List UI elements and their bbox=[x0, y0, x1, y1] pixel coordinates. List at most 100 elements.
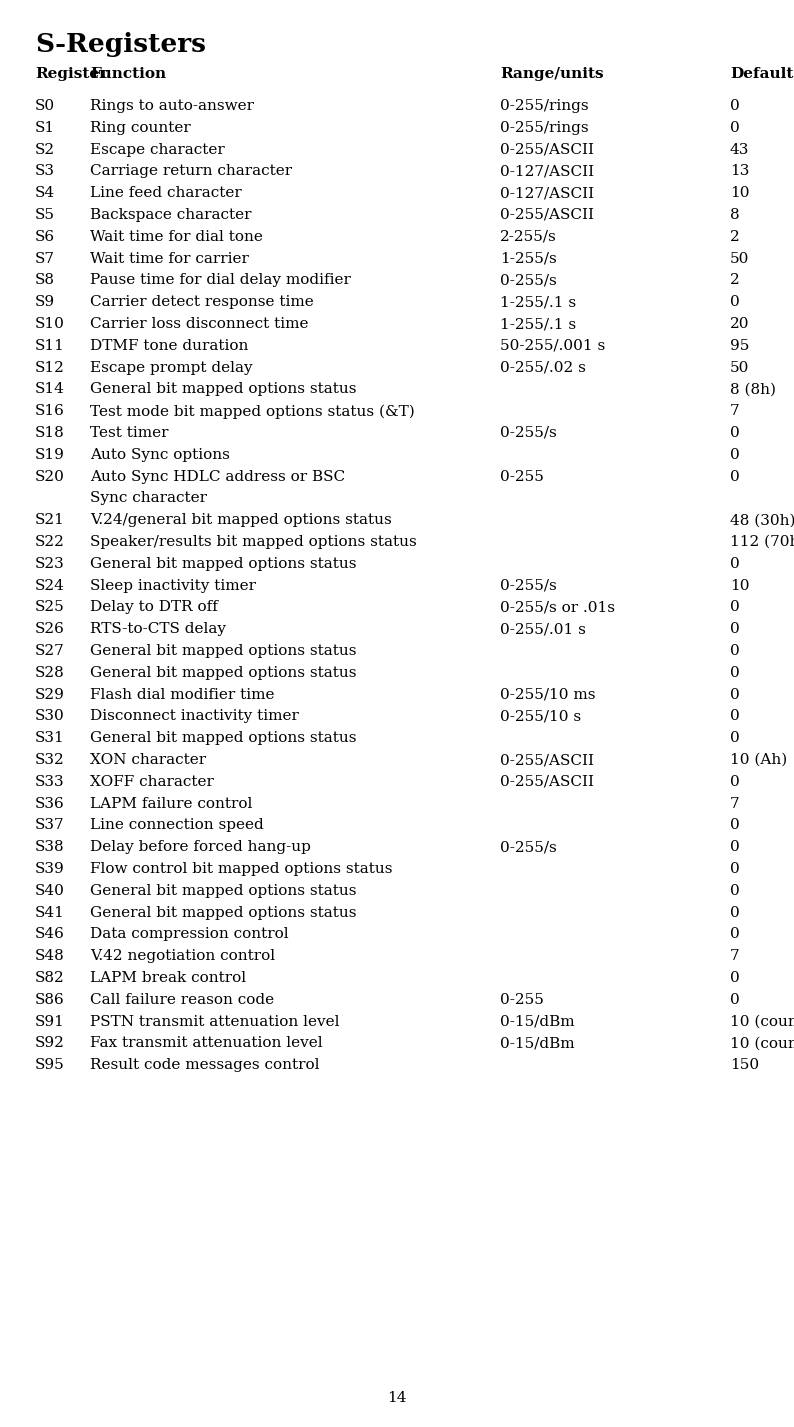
Text: Range/units: Range/units bbox=[500, 67, 603, 81]
Text: Escape character: Escape character bbox=[90, 143, 225, 157]
Text: S23: S23 bbox=[35, 557, 65, 571]
Text: Carriage return character: Carriage return character bbox=[90, 164, 292, 178]
Text: 0: 0 bbox=[730, 121, 740, 134]
Text: 95: 95 bbox=[730, 338, 750, 352]
Text: S16: S16 bbox=[35, 404, 65, 418]
Text: 0: 0 bbox=[730, 601, 740, 615]
Text: Carrier detect response time: Carrier detect response time bbox=[90, 295, 314, 310]
Text: S10: S10 bbox=[35, 317, 65, 331]
Text: General bit mapped options status: General bit mapped options status bbox=[90, 644, 357, 658]
Text: 48 (30h): 48 (30h) bbox=[730, 514, 794, 527]
Text: S24: S24 bbox=[35, 578, 65, 592]
Text: Fax transmit attenuation level: Fax transmit attenuation level bbox=[90, 1036, 322, 1050]
Text: Wait time for dial tone: Wait time for dial tone bbox=[90, 230, 263, 244]
Text: 0: 0 bbox=[730, 98, 740, 113]
Text: Backspace character: Backspace character bbox=[90, 208, 252, 223]
Text: S22: S22 bbox=[35, 535, 65, 549]
Text: S92: S92 bbox=[35, 1036, 65, 1050]
Text: S36: S36 bbox=[35, 796, 65, 811]
Text: 0: 0 bbox=[730, 970, 740, 985]
Text: General bit mapped options status: General bit mapped options status bbox=[90, 557, 357, 571]
Text: S12: S12 bbox=[35, 361, 65, 375]
Text: Result code messages control: Result code messages control bbox=[90, 1059, 319, 1072]
Text: S86: S86 bbox=[35, 993, 65, 1007]
Text: 0: 0 bbox=[730, 469, 740, 484]
Text: Ring counter: Ring counter bbox=[90, 121, 191, 134]
Text: 0-255/s: 0-255/s bbox=[500, 274, 557, 287]
Text: 0-255/ASCII: 0-255/ASCII bbox=[500, 775, 594, 789]
Text: 0-255/.02 s: 0-255/.02 s bbox=[500, 361, 586, 375]
Text: Default: Default bbox=[730, 67, 793, 81]
Text: 0-127/ASCII: 0-127/ASCII bbox=[500, 186, 594, 200]
Text: Auto Sync options: Auto Sync options bbox=[90, 448, 230, 462]
Text: 1-255/s: 1-255/s bbox=[500, 251, 557, 265]
Text: 0: 0 bbox=[730, 295, 740, 310]
Text: 14: 14 bbox=[387, 1391, 407, 1406]
Text: S31: S31 bbox=[35, 731, 65, 745]
Text: 0-255/ASCII: 0-255/ASCII bbox=[500, 208, 594, 223]
Text: S19: S19 bbox=[35, 448, 65, 462]
Text: 0-127/ASCII: 0-127/ASCII bbox=[500, 164, 594, 178]
Text: 0-255/s: 0-255/s bbox=[500, 427, 557, 440]
Text: 0: 0 bbox=[730, 862, 740, 876]
Text: Sleep inactivity timer: Sleep inactivity timer bbox=[90, 578, 256, 592]
Text: 0-255: 0-255 bbox=[500, 993, 544, 1007]
Text: 0: 0 bbox=[730, 928, 740, 942]
Text: 1-255/.1 s: 1-255/.1 s bbox=[500, 295, 576, 310]
Text: S30: S30 bbox=[35, 709, 65, 723]
Text: 43: 43 bbox=[730, 143, 750, 157]
Text: S26: S26 bbox=[35, 622, 65, 636]
Text: 150: 150 bbox=[730, 1059, 759, 1072]
Text: 0: 0 bbox=[730, 709, 740, 723]
Text: Test timer: Test timer bbox=[90, 427, 168, 440]
Text: XON character: XON character bbox=[90, 753, 206, 766]
Text: 0: 0 bbox=[730, 448, 740, 462]
Text: Delay before forced hang-up: Delay before forced hang-up bbox=[90, 841, 311, 855]
Text: 8 (8h): 8 (8h) bbox=[730, 382, 776, 397]
Text: V.24/general bit mapped options status: V.24/general bit mapped options status bbox=[90, 514, 391, 527]
Text: Pause time for dial delay modifier: Pause time for dial delay modifier bbox=[90, 274, 351, 287]
Text: S41: S41 bbox=[35, 906, 65, 919]
Text: General bit mapped options status: General bit mapped options status bbox=[90, 883, 357, 898]
Text: 50-255/.001 s: 50-255/.001 s bbox=[500, 338, 605, 352]
Text: S39: S39 bbox=[35, 862, 65, 876]
Text: 0-255/ASCII: 0-255/ASCII bbox=[500, 753, 594, 766]
Text: 0-255/s or .01s: 0-255/s or .01s bbox=[500, 601, 615, 615]
Text: Sync character: Sync character bbox=[90, 491, 207, 505]
Text: S27: S27 bbox=[35, 644, 65, 658]
Text: S-Registers: S-Registers bbox=[35, 31, 206, 57]
Text: 0-255/rings: 0-255/rings bbox=[500, 121, 588, 134]
Text: Function: Function bbox=[90, 67, 166, 81]
Text: 0: 0 bbox=[730, 666, 740, 679]
Text: RTS-to-CTS delay: RTS-to-CTS delay bbox=[90, 622, 226, 636]
Text: 0: 0 bbox=[730, 688, 740, 702]
Text: 0: 0 bbox=[730, 731, 740, 745]
Text: Wait time for carrier: Wait time for carrier bbox=[90, 251, 249, 265]
Text: S37: S37 bbox=[35, 819, 64, 832]
Text: S5: S5 bbox=[35, 208, 55, 223]
Text: 10 (country dependent): 10 (country dependent) bbox=[730, 1036, 794, 1050]
Text: 7: 7 bbox=[730, 949, 740, 963]
Text: 10: 10 bbox=[730, 578, 750, 592]
Text: S6: S6 bbox=[35, 230, 55, 244]
Text: 0-255/s: 0-255/s bbox=[500, 841, 557, 855]
Text: PSTN transmit attenuation level: PSTN transmit attenuation level bbox=[90, 1015, 340, 1029]
Text: 10 (Ah): 10 (Ah) bbox=[730, 753, 787, 766]
Text: S48: S48 bbox=[35, 949, 65, 963]
Text: S4: S4 bbox=[35, 186, 55, 200]
Text: 0: 0 bbox=[730, 775, 740, 789]
Text: V.42 negotiation control: V.42 negotiation control bbox=[90, 949, 276, 963]
Text: Line feed character: Line feed character bbox=[90, 186, 241, 200]
Text: S82: S82 bbox=[35, 970, 65, 985]
Text: 0-255/s: 0-255/s bbox=[500, 578, 557, 592]
Text: 10: 10 bbox=[730, 186, 750, 200]
Text: 0: 0 bbox=[730, 427, 740, 440]
Text: 2: 2 bbox=[730, 274, 740, 287]
Text: Auto Sync HDLC address or BSC: Auto Sync HDLC address or BSC bbox=[90, 469, 345, 484]
Text: Escape prompt delay: Escape prompt delay bbox=[90, 361, 252, 375]
Text: Rings to auto-answer: Rings to auto-answer bbox=[90, 98, 254, 113]
Text: S21: S21 bbox=[35, 514, 65, 527]
Text: 0-255/10 ms: 0-255/10 ms bbox=[500, 688, 596, 702]
Text: 0-255/.01 s: 0-255/.01 s bbox=[500, 622, 586, 636]
Text: 0-15/dBm: 0-15/dBm bbox=[500, 1036, 575, 1050]
